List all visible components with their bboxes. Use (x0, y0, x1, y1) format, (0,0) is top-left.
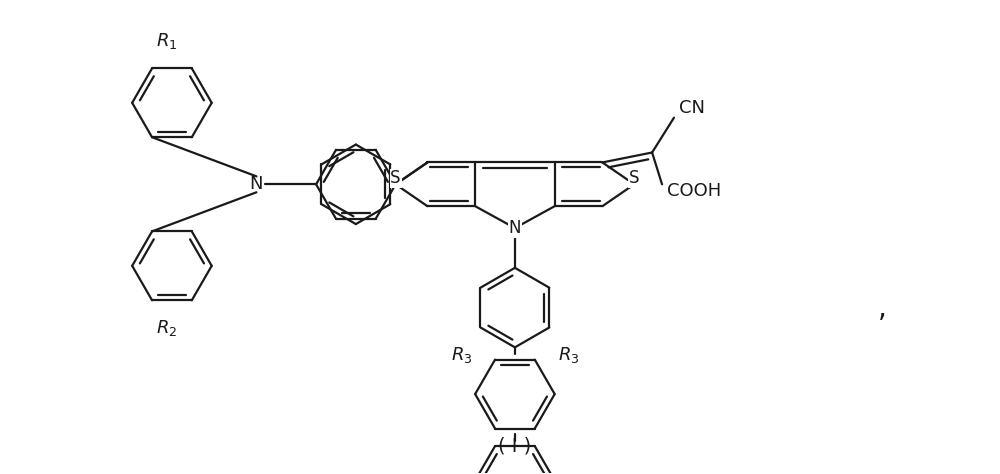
Text: S: S (390, 169, 401, 187)
Text: $R_3$: $R_3$ (451, 345, 472, 365)
Text: N: N (250, 175, 263, 193)
Text: CN: CN (679, 99, 705, 117)
Text: S: S (629, 169, 639, 187)
Text: COOH: COOH (667, 182, 721, 201)
Text: $R_2$: $R_2$ (156, 318, 178, 337)
Text: ,: , (878, 294, 887, 323)
Text: $R_3$: $R_3$ (558, 345, 579, 365)
Text: N: N (509, 219, 521, 237)
Text: $R_1$: $R_1$ (156, 31, 178, 51)
Text: ( I ): ( I ) (498, 436, 532, 455)
